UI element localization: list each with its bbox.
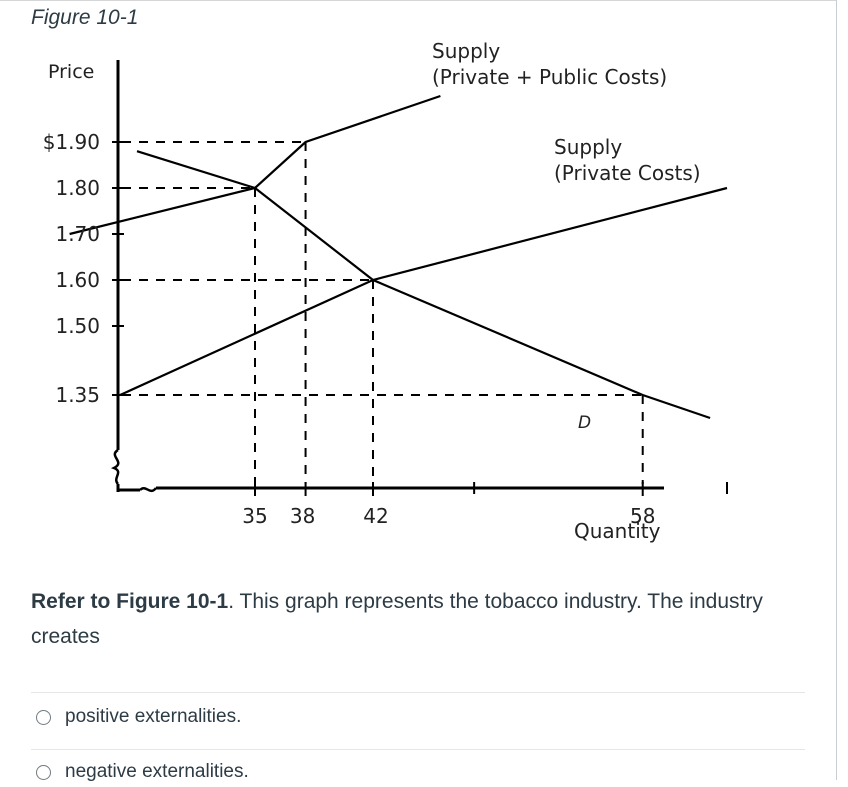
frame-right-border — [836, 0, 837, 780]
series-label-social-supply-line1: Supply — [432, 39, 500, 63]
y-axis-break — [110, 448, 120, 485]
question-ref: Refer to Figure 10-1 — [31, 590, 229, 613]
figure-title: Figure 10-1 — [31, 6, 139, 29]
x-axis-label: Quantity — [574, 519, 661, 543]
answer-option-negative[interactable]: negative externalities. — [36, 757, 249, 787]
y-ticks: $1.90 1.80 1.70 1.60 1.50 1.35 — [43, 130, 124, 407]
supply-private-plus-public-line — [69, 94, 441, 236]
radio-button[interactable] — [36, 764, 51, 780]
supply-private-line — [119, 186, 728, 397]
answer-divider — [31, 749, 805, 750]
frame-top-border — [0, 0, 836, 1]
radio-button[interactable] — [36, 709, 51, 725]
guide-lines — [122, 141, 644, 484]
question-body: . This graph represents the tobacco indu… — [31, 590, 763, 648]
series-label-social-supply-line2: (Private + Public Costs) — [432, 65, 667, 89]
x-tick-label: 58 — [630, 504, 655, 528]
answer-label: positive externalities. — [65, 706, 242, 727]
x-tick-label: 42 — [363, 504, 388, 528]
y-tick-label: 1.80 — [55, 176, 100, 200]
answer-option-positive[interactable]: positive externalities. — [36, 702, 241, 732]
y-axis-label: Price — [48, 61, 94, 83]
demand-line — [136, 150, 711, 420]
answer-label: negative externalities. — [65, 761, 249, 782]
y-tick-label: $1.90 — [43, 130, 100, 154]
y-tick-label: 1.60 — [55, 268, 100, 292]
x-tick-label: 38 — [290, 504, 315, 528]
externality-chart: $1.90 1.80 1.70 1.60 1.50 1.35 35 38 42 58 Price… — [43, 39, 728, 543]
x-axis-break — [139, 487, 157, 493]
x-ticks: 35 38 42 58 — [242, 482, 655, 528]
y-tick-label: 1.50 — [55, 314, 100, 338]
series-label-private-supply-line1: Supply — [554, 135, 622, 159]
curves — [69, 94, 728, 420]
y-tick-label: 1.35 — [55, 383, 100, 407]
answer-divider — [31, 692, 805, 693]
x-tick-label: 35 — [242, 504, 267, 528]
series-label-private-supply-line2: (Private Costs) — [554, 161, 701, 185]
series-label-demand: D — [578, 413, 591, 433]
x-minor-ticks — [473, 482, 728, 494]
y-tick-label: 1.70 — [55, 222, 100, 246]
question-text: Refer to Figure 10-1. This graph represe… — [31, 584, 791, 654]
